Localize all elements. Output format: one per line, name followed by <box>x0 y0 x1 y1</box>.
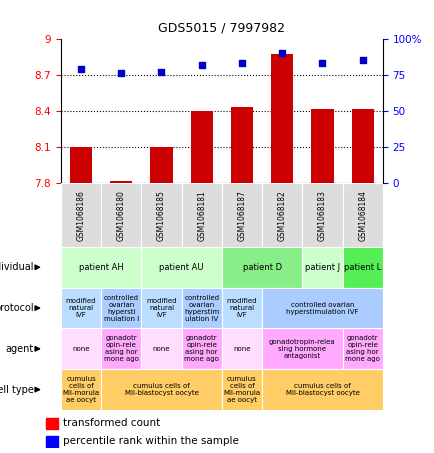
Text: modified
natural
IVF: modified natural IVF <box>146 298 176 318</box>
Bar <box>61 247 141 288</box>
Bar <box>181 288 221 328</box>
Text: patient AU: patient AU <box>159 263 204 272</box>
Bar <box>302 247 342 288</box>
Bar <box>261 369 382 410</box>
Bar <box>221 369 261 410</box>
Point <box>118 70 125 77</box>
Title: GDS5015 / 7997982: GDS5015 / 7997982 <box>158 22 285 34</box>
Text: protocol: protocol <box>0 303 33 313</box>
Text: controlled
ovarian
hyperstim
ulation IV: controlled ovarian hyperstim ulation IV <box>184 294 219 322</box>
Text: individual: individual <box>0 262 33 272</box>
Bar <box>302 183 342 247</box>
Text: GSM1068187: GSM1068187 <box>237 190 246 241</box>
Text: GSM1068186: GSM1068186 <box>76 190 85 241</box>
Text: GSM1068184: GSM1068184 <box>357 190 366 241</box>
Bar <box>342 183 382 247</box>
Text: GSM1068181: GSM1068181 <box>197 190 206 241</box>
Text: GSM1068185: GSM1068185 <box>157 190 166 241</box>
Point <box>278 49 285 57</box>
Bar <box>221 288 261 328</box>
Text: controlled ovarian
hyperstimulation IVF: controlled ovarian hyperstimulation IVF <box>286 302 358 314</box>
Bar <box>141 288 181 328</box>
Bar <box>181 328 221 369</box>
Bar <box>261 183 302 247</box>
Bar <box>221 183 261 247</box>
Bar <box>101 183 141 247</box>
Text: GSM1068183: GSM1068183 <box>317 190 326 241</box>
Bar <box>46 418 58 429</box>
Bar <box>101 328 141 369</box>
Point <box>158 68 164 76</box>
Bar <box>101 288 141 328</box>
Text: cumulus
cells of
MII-morula
ae oocyt: cumulus cells of MII-morula ae oocyt <box>223 376 260 403</box>
Bar <box>101 369 221 410</box>
Point <box>238 59 245 67</box>
Bar <box>221 328 261 369</box>
Text: none: none <box>152 346 170 352</box>
Bar <box>70 147 92 183</box>
Text: gonadotropin-relea
sing hormone
antagonist: gonadotropin-relea sing hormone antagoni… <box>268 339 335 359</box>
Text: patient D: patient D <box>242 263 281 272</box>
Bar <box>261 288 382 328</box>
Bar <box>61 328 101 369</box>
Point <box>77 65 84 72</box>
Text: gonadotr
opin-rele
asing hor
mone ago: gonadotr opin-rele asing hor mone ago <box>184 335 219 362</box>
Text: modified
natural
IVF: modified natural IVF <box>226 298 256 318</box>
Point <box>358 57 365 64</box>
Text: modified
natural
IVF: modified natural IVF <box>66 298 96 318</box>
Bar <box>342 247 382 288</box>
Text: agent: agent <box>5 344 33 354</box>
Text: cumulus cells of
MII-blastocyst oocyte: cumulus cells of MII-blastocyst oocyte <box>124 383 198 396</box>
Bar <box>46 436 58 447</box>
Point <box>198 61 205 68</box>
Text: none: none <box>233 346 250 352</box>
Text: patient L: patient L <box>343 263 381 272</box>
Bar <box>141 247 221 288</box>
Bar <box>110 181 132 183</box>
Bar <box>190 111 212 183</box>
Bar <box>351 109 373 183</box>
Bar <box>141 328 181 369</box>
Bar <box>261 328 342 369</box>
Text: none: none <box>72 346 89 352</box>
Text: patient J: patient J <box>304 263 339 272</box>
Text: cumulus cells of
MII-blastocyst oocyte: cumulus cells of MII-blastocyst oocyte <box>285 383 358 396</box>
Bar <box>61 183 101 247</box>
Text: gonadotr
opin-rele
asing hor
mone ago: gonadotr opin-rele asing hor mone ago <box>345 335 379 362</box>
Bar <box>230 107 253 183</box>
Bar <box>311 109 333 183</box>
Bar <box>141 183 181 247</box>
Point <box>318 59 325 67</box>
Bar <box>150 147 172 183</box>
Bar <box>342 328 382 369</box>
Text: transformed count: transformed count <box>63 418 160 428</box>
Text: controlled
ovarian
hypersti
mulation I: controlled ovarian hypersti mulation I <box>103 294 138 322</box>
Bar <box>221 247 302 288</box>
Text: cumulus
cells of
MII-morula
ae oocyt: cumulus cells of MII-morula ae oocyt <box>62 376 99 403</box>
Bar <box>61 369 101 410</box>
Bar <box>270 54 293 183</box>
Text: percentile rank within the sample: percentile rank within the sample <box>63 436 239 446</box>
Text: GSM1068180: GSM1068180 <box>116 190 125 241</box>
Text: patient AH: patient AH <box>79 263 123 272</box>
Text: GSM1068182: GSM1068182 <box>277 190 286 241</box>
Bar <box>61 288 101 328</box>
Text: cell type: cell type <box>0 385 33 395</box>
Bar <box>181 183 221 247</box>
Text: gonadotr
opin-rele
asing hor
mone ago: gonadotr opin-rele asing hor mone ago <box>104 335 138 362</box>
